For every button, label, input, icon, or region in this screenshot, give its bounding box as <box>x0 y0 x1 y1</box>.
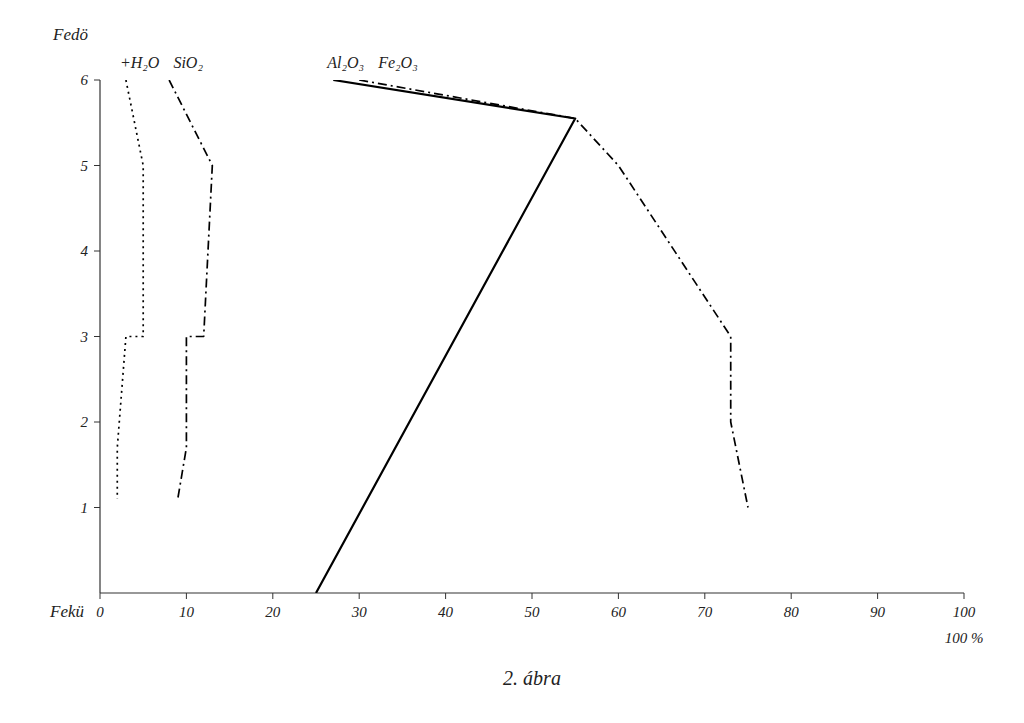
x-tick <box>532 593 533 599</box>
x-tick <box>359 593 360 599</box>
annotation-bottom: Fekü <box>49 602 84 621</box>
y-tick-label: 4 <box>81 243 89 259</box>
series-label: +H₂O <box>120 54 160 71</box>
x-tick-label: 30 <box>351 604 368 620</box>
axes: 0 10 20 30 40 50 60 70 80 90 100 1 2 3 4 5 6 <box>80 72 976 620</box>
y-tick-label: 2 <box>81 414 89 430</box>
y-tick-label: 6 <box>81 72 89 88</box>
y-tick-label: 5 <box>81 158 89 174</box>
title: 2. ábra <box>503 667 561 689</box>
y-tick <box>94 422 100 423</box>
x-tick-label: 90 <box>870 604 886 620</box>
x-tick <box>964 593 965 599</box>
y-tick-label: 3 <box>80 329 89 345</box>
x-tick <box>618 593 619 599</box>
chart: 0 10 20 30 40 50 60 70 80 90 100 1 2 3 4 5 6 +H₂O SiO₂ Al₂O… <box>0 0 1024 723</box>
y-tick <box>94 507 100 508</box>
y-tick <box>94 251 100 252</box>
series-line <box>117 80 143 499</box>
y-tick <box>94 165 100 166</box>
x-tick <box>877 593 878 599</box>
x-tick-label: 70 <box>697 604 713 620</box>
y-tick <box>94 80 100 81</box>
series-labels: +H₂O SiO₂ Al₂O₃ Fe₂O₃ <box>120 54 418 71</box>
x-tick <box>186 593 187 599</box>
x-tick <box>100 593 101 599</box>
x-tick-label: 80 <box>784 604 800 620</box>
x-tick-label: 40 <box>438 604 454 620</box>
annotations: Fedö Fekü 100 % <box>49 25 983 646</box>
annotation-axis-end: 100 % <box>945 630 984 646</box>
x-tick <box>704 593 705 599</box>
x-tick <box>272 593 273 599</box>
x-tick-label: 60 <box>611 604 627 620</box>
y-tick-label: 1 <box>81 500 89 516</box>
series-line <box>359 80 748 508</box>
x-tick <box>791 593 792 599</box>
series-label: Fe₂O₃ <box>377 54 418 71</box>
series-label: Al₂O₃ <box>326 54 364 71</box>
x-tick-label: 10 <box>179 604 195 620</box>
x-tick-label: 50 <box>525 604 541 620</box>
series-line <box>169 80 212 499</box>
x-tick-label: 20 <box>265 604 281 620</box>
y-tick <box>94 336 100 337</box>
x-tick-label: 0 <box>96 604 104 620</box>
series-line <box>316 80 575 593</box>
lines <box>117 80 748 593</box>
annotation-top: Fedö <box>52 25 88 44</box>
x-tick-label: 100 <box>953 604 976 620</box>
series-label: SiO₂ <box>173 54 203 71</box>
x-tick <box>445 593 446 599</box>
